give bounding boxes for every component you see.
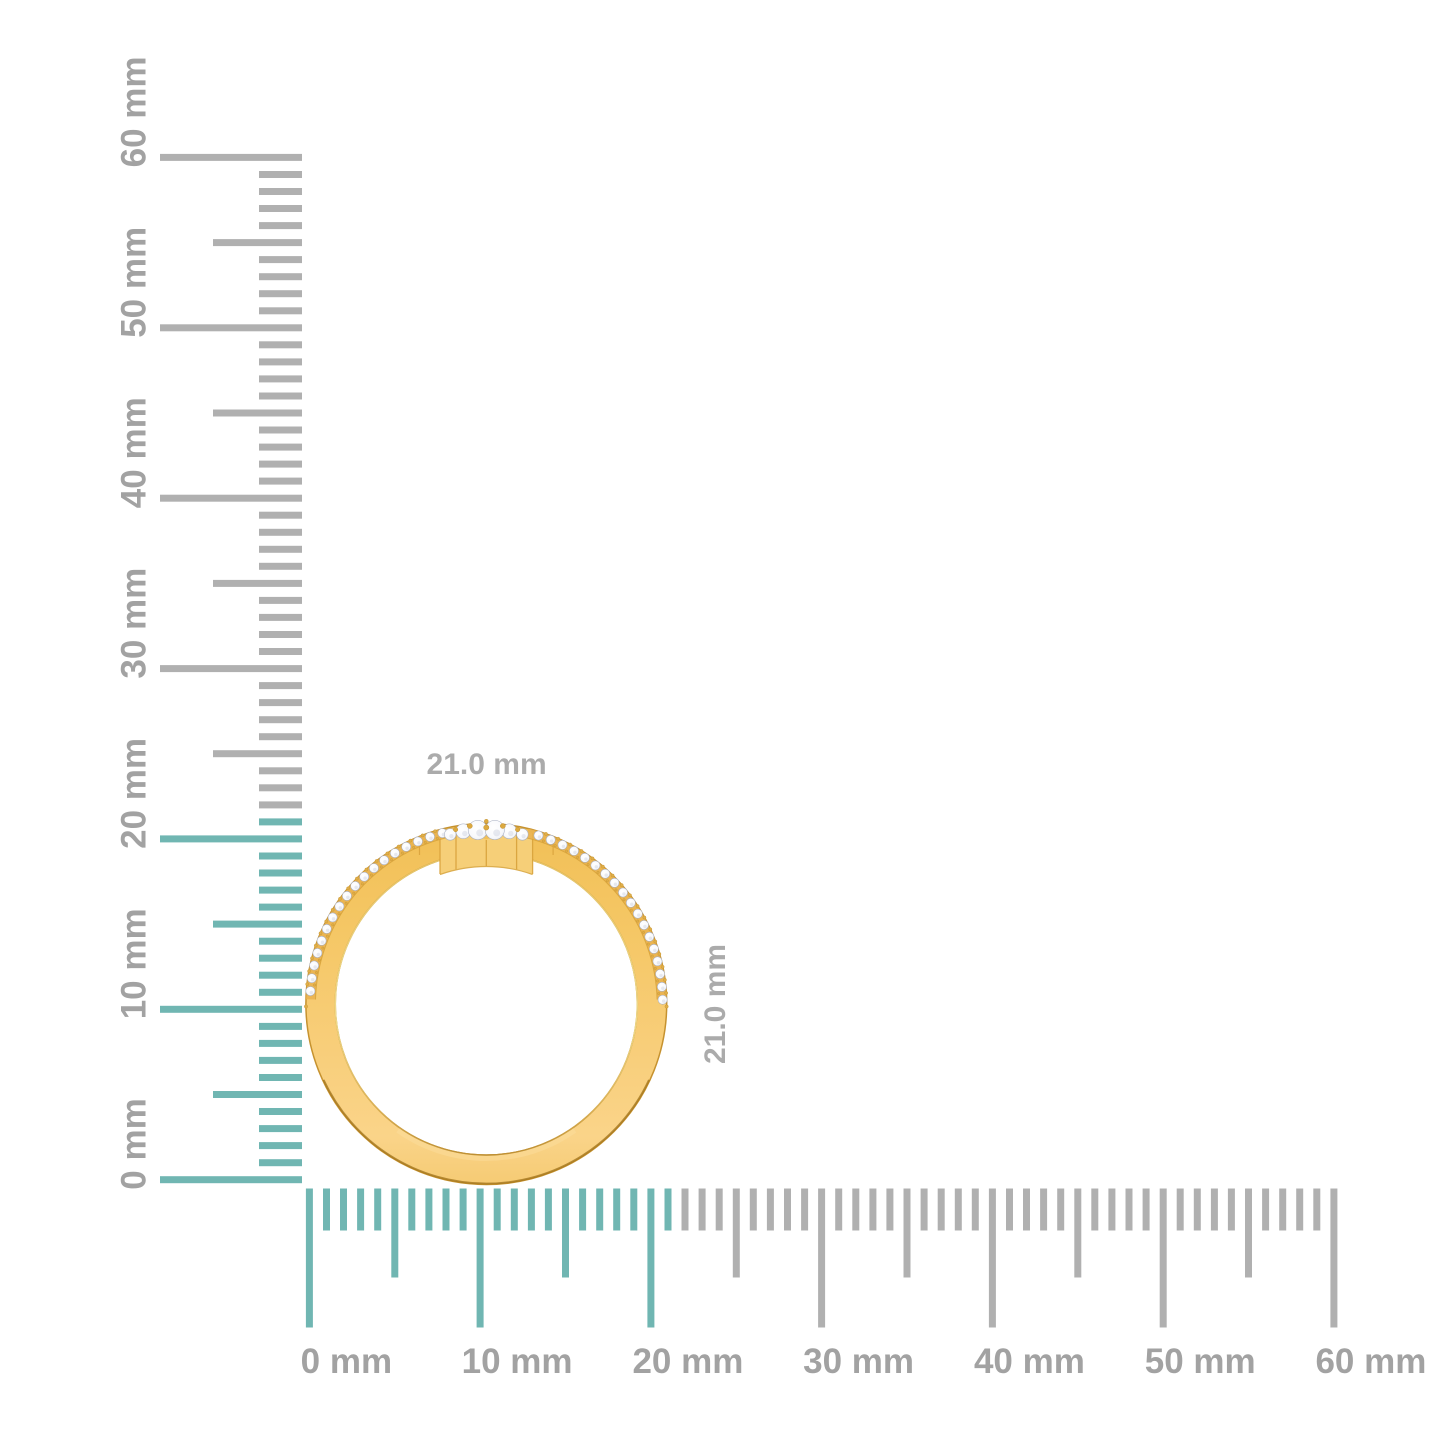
svg-text:40 mm: 40 mm xyxy=(115,397,154,508)
svg-text:40 mm: 40 mm xyxy=(974,1342,1085,1381)
svg-text:50 mm: 50 mm xyxy=(115,227,154,338)
svg-text:10 mm: 10 mm xyxy=(115,908,154,1019)
svg-text:30 mm: 30 mm xyxy=(115,568,154,679)
svg-text:0 mm: 0 mm xyxy=(301,1342,392,1381)
svg-text:60 mm: 60 mm xyxy=(1315,1342,1426,1381)
svg-text:30 mm: 30 mm xyxy=(803,1342,914,1381)
svg-text:50 mm: 50 mm xyxy=(1145,1342,1256,1381)
svg-text:21.0 mm: 21.0 mm xyxy=(699,944,732,1064)
svg-text:0 mm: 0 mm xyxy=(115,1098,154,1189)
svg-text:10 mm: 10 mm xyxy=(462,1342,573,1381)
svg-text:20 mm: 20 mm xyxy=(632,1342,743,1381)
svg-text:20 mm: 20 mm xyxy=(115,738,154,849)
svg-text:60 mm: 60 mm xyxy=(115,56,154,167)
svg-text:21.0 mm: 21.0 mm xyxy=(427,748,547,781)
